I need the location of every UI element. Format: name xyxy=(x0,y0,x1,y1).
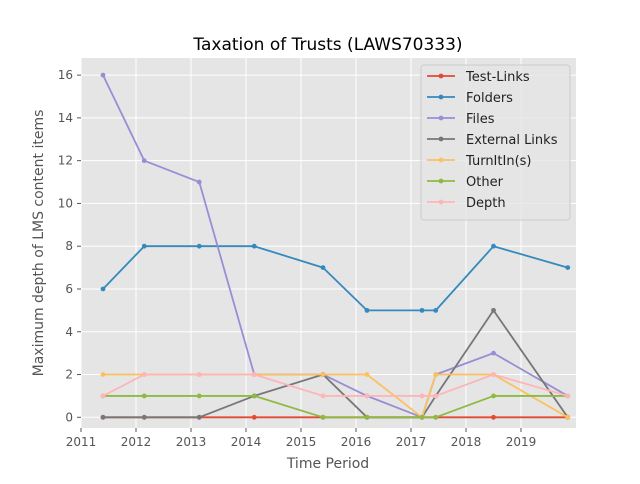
data-point xyxy=(196,393,202,399)
legend-item-turnitin-s: TurnItIn(s) xyxy=(427,154,531,169)
x-tick-label: 2017 xyxy=(396,435,427,449)
x-tick-label: 2012 xyxy=(121,435,152,449)
data-point xyxy=(320,393,326,399)
data-point xyxy=(491,350,496,356)
legend-label: External Links xyxy=(466,133,558,148)
legend-label: Depth xyxy=(466,196,506,211)
data-point xyxy=(100,414,106,420)
y-tick-label: 8 xyxy=(65,239,73,253)
series-line xyxy=(102,245,568,312)
data-point xyxy=(491,243,496,249)
y-tick-label: 12 xyxy=(58,154,73,168)
y-tick-label: 0 xyxy=(65,410,73,424)
data-point xyxy=(141,414,147,420)
data-point xyxy=(433,414,439,420)
legend-label: Test-Links xyxy=(465,70,530,85)
x-tick-label: 2019 xyxy=(506,435,537,449)
data-point xyxy=(419,307,425,313)
legend-item-test-links: Test-Links xyxy=(427,70,530,85)
data-point xyxy=(565,414,571,420)
data-point xyxy=(565,393,571,399)
chart-title: Taxation of Trusts (LAWS70333) xyxy=(192,35,462,55)
data-point xyxy=(100,372,106,377)
legend-marker xyxy=(438,178,444,184)
data-point xyxy=(491,414,496,420)
series-depth xyxy=(100,372,571,399)
y-axis-label: Maximum depth of LMS content items xyxy=(31,110,47,377)
data-point xyxy=(433,307,439,313)
data-point xyxy=(433,372,439,377)
legend-marker xyxy=(438,199,444,205)
x-axis: 2011 2012 2013 2014 2015 2016 2017 2018 2019 xyxy=(66,428,537,449)
legend-marker xyxy=(438,115,444,121)
data-point xyxy=(364,372,370,377)
y-tick-label: 4 xyxy=(65,325,73,339)
x-tick-label: 2015 xyxy=(286,435,317,449)
data-point xyxy=(491,393,496,399)
x-tick-label: 2013 xyxy=(176,435,207,449)
data-point xyxy=(141,372,147,377)
data-point xyxy=(196,372,202,377)
data-point xyxy=(320,265,326,270)
legend-label: TurnItIn(s) xyxy=(465,154,531,169)
legend-label: Folders xyxy=(466,91,513,106)
data-point xyxy=(364,307,370,313)
y-tick-label: 16 xyxy=(58,68,73,82)
x-axis-label: Time Period xyxy=(286,456,369,472)
legend-label: Other xyxy=(466,175,504,190)
series-group xyxy=(100,72,571,420)
data-point xyxy=(419,393,425,399)
y-axis: 0 2 4 6 8 10 12 14 16 xyxy=(58,68,81,424)
data-point xyxy=(491,372,496,377)
series-line xyxy=(103,395,568,419)
y-tick-label: 14 xyxy=(58,111,73,125)
data-point xyxy=(141,243,147,249)
y-tick-label: 10 xyxy=(58,196,73,210)
data-point xyxy=(419,414,425,420)
legend-marker xyxy=(438,94,444,100)
data-point xyxy=(565,265,571,270)
data-point xyxy=(251,372,257,377)
data-point xyxy=(196,179,202,185)
data-point xyxy=(433,393,439,399)
data-point xyxy=(100,72,106,78)
legend-item-depth: Depth xyxy=(427,196,506,211)
legend-marker xyxy=(438,157,444,163)
legend-marker xyxy=(438,73,444,79)
data-point xyxy=(320,372,326,377)
data-point xyxy=(196,414,202,420)
x-tick-label: 2018 xyxy=(451,435,482,449)
legend-marker xyxy=(438,136,444,142)
legend-item-files: Files xyxy=(427,112,495,127)
legend-item-external-links: External Links xyxy=(427,133,558,148)
data-point xyxy=(141,393,147,399)
legend-item-folders: Folders xyxy=(427,91,513,106)
series-line xyxy=(102,373,568,397)
x-tick-label: 2011 xyxy=(66,435,97,449)
x-tick-label: 2014 xyxy=(231,435,262,449)
y-tick-label: 6 xyxy=(65,282,73,296)
data-point xyxy=(141,158,147,164)
series-line xyxy=(102,74,569,419)
data-point xyxy=(100,393,106,399)
legend-box xyxy=(420,64,571,221)
data-point xyxy=(251,243,257,249)
data-point xyxy=(251,414,257,420)
y-tick-label: 2 xyxy=(65,368,73,382)
data-point xyxy=(196,243,202,249)
series-folders xyxy=(100,243,571,313)
data-point xyxy=(251,393,257,399)
data-point xyxy=(364,393,370,399)
legend-item-other: Other xyxy=(427,175,504,190)
data-point xyxy=(364,414,370,420)
legend-label: Files xyxy=(466,112,495,127)
data-point xyxy=(320,414,326,420)
data-point xyxy=(491,307,496,313)
legend: Test-Links Folders Files External Links Turn… xyxy=(420,64,571,221)
data-point xyxy=(100,286,106,292)
x-tick-label: 2016 xyxy=(341,435,372,449)
